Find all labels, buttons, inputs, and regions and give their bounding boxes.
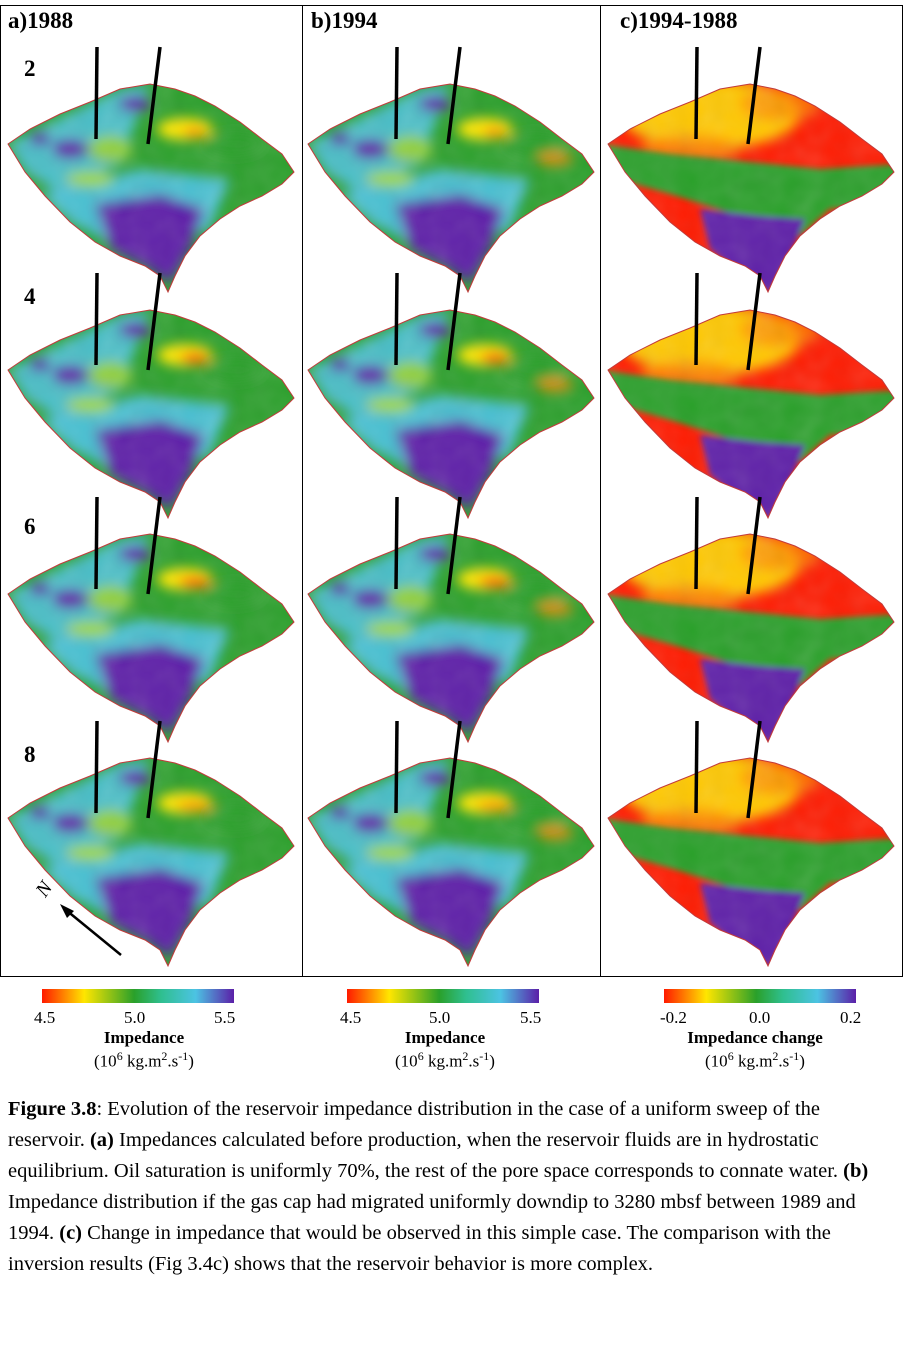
caption-part-3: Impedance distribution if the gas cap ha… bbox=[8, 1191, 856, 1244]
colorbar-a-title: Impedance bbox=[103, 1028, 185, 1047]
row-label-2: 2 bbox=[24, 56, 36, 81]
colorbar-a bbox=[42, 989, 234, 1003]
colorbar-b-max: 5.5 bbox=[520, 1008, 542, 1027]
colorbar-b-unit: (106 kg.m2.s-1) bbox=[395, 1049, 495, 1071]
colorbar-b bbox=[347, 989, 539, 1003]
map-0-2 bbox=[7, 496, 295, 744]
caption-label: Figure 3.8 bbox=[8, 1098, 97, 1120]
colorbar-b-mid: 5.0 bbox=[429, 1008, 451, 1027]
map-2-0 bbox=[607, 46, 895, 294]
caption-part-2: Impedances calculated before production,… bbox=[8, 1129, 844, 1182]
row-label-4: 4 bbox=[24, 284, 36, 309]
caption-c-label: (c) bbox=[59, 1222, 83, 1244]
colorbar-a-mid: 5.0 bbox=[124, 1008, 146, 1027]
map-1-3 bbox=[307, 720, 595, 968]
map-2-2 bbox=[607, 496, 895, 744]
map-0-1 bbox=[7, 272, 295, 520]
colorbar-a-unit: (106 kg.m2.s-1) bbox=[94, 1049, 194, 1071]
colorbar-c-title: Impedance change bbox=[687, 1028, 823, 1047]
map-1-2 bbox=[307, 496, 595, 744]
colorbar-a-max: 5.5 bbox=[214, 1008, 236, 1027]
reservoir-maps bbox=[7, 46, 895, 968]
colorbar-c-max: 0.2 bbox=[840, 1008, 862, 1027]
colorbar-c-mid: 0.0 bbox=[749, 1008, 771, 1027]
caption-part-1: : Evolution of the reservoir impedance d… bbox=[8, 1098, 821, 1151]
map-0-0 bbox=[7, 46, 295, 294]
caption-a-label: (a) bbox=[89, 1129, 114, 1151]
colorbar-b-title: Impedance bbox=[404, 1028, 486, 1047]
row-label-6: 6 bbox=[24, 514, 36, 539]
colorbar-b-min: 4.5 bbox=[340, 1008, 362, 1027]
caption-b-label: (b) bbox=[843, 1160, 869, 1182]
colorbar-c-unit: (106 kg.m2.s-1) bbox=[705, 1049, 805, 1071]
column-title-c: c)1994-1988 bbox=[620, 8, 738, 33]
caption-part-4: Change in impedance that would be observ… bbox=[8, 1222, 831, 1275]
column-title-a: a)1988 bbox=[8, 8, 74, 33]
map-1-0 bbox=[307, 46, 595, 294]
colorbar-c bbox=[664, 989, 856, 1003]
figure-caption: Figure 3.8: Evolution of the reservoir i… bbox=[8, 1094, 898, 1280]
colorbar-a-min: 4.5 bbox=[34, 1008, 56, 1027]
column-title-b: b)1994 bbox=[311, 8, 378, 33]
row-label-8: 8 bbox=[24, 742, 36, 767]
map-2-1 bbox=[607, 272, 895, 520]
map-0-3 bbox=[7, 720, 295, 968]
north-arrow bbox=[65, 909, 122, 956]
colorbar-c-min: -0.2 bbox=[660, 1008, 687, 1027]
map-2-3 bbox=[607, 720, 895, 968]
map-1-1 bbox=[307, 272, 595, 520]
